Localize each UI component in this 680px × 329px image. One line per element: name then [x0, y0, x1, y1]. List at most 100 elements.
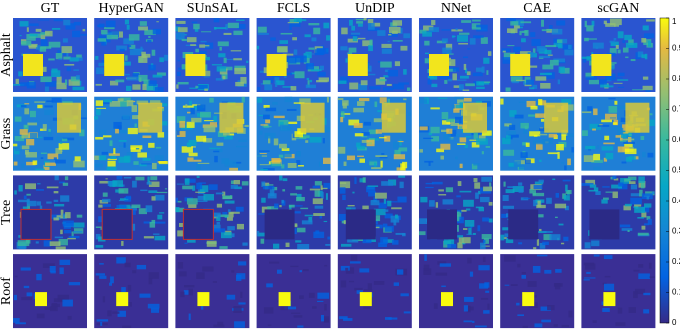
map-texture — [419, 218, 431, 224]
map-texture — [98, 23, 105, 28]
map-texture — [452, 73, 457, 81]
map-texture — [64, 176, 69, 181]
map-texture — [475, 192, 479, 199]
map-texture — [120, 97, 131, 102]
map-texture — [95, 273, 105, 276]
map-texture — [73, 21, 81, 26]
map-texture — [524, 76, 531, 83]
map-texture — [161, 121, 168, 126]
map-texture — [324, 318, 329, 322]
colorbar-tick-label: 0.9 — [672, 44, 680, 53]
map-texture — [321, 191, 324, 199]
map-texture — [324, 264, 328, 267]
map-texture — [427, 75, 434, 79]
map-texture — [100, 322, 103, 326]
map-texture — [623, 205, 631, 211]
map-texture — [281, 199, 284, 204]
map-texture — [65, 212, 71, 219]
map-texture — [372, 215, 381, 222]
map-texture — [621, 161, 627, 164]
map-texture — [425, 182, 434, 185]
map-texture — [605, 113, 617, 120]
map-texture — [603, 255, 613, 260]
map-texture — [480, 37, 488, 44]
map-texture — [543, 234, 552, 241]
map-texture — [51, 214, 62, 219]
map-texture — [265, 119, 271, 124]
map-texture — [341, 27, 348, 35]
map-texture — [480, 196, 490, 203]
map-texture — [479, 283, 489, 289]
map-texture — [175, 32, 185, 40]
map-texture — [37, 104, 43, 109]
map-texture — [192, 104, 201, 106]
map-texture — [604, 135, 610, 141]
map-texture — [96, 319, 109, 322]
map-texture — [94, 155, 100, 160]
map-texture — [476, 24, 488, 32]
map-texture — [352, 36, 358, 42]
map-texture — [536, 46, 546, 52]
map-texture — [295, 240, 302, 243]
map-texture — [76, 54, 82, 58]
map-texture — [317, 300, 324, 303]
map-feature — [508, 209, 539, 240]
map-texture — [188, 288, 193, 296]
map-texture — [513, 160, 521, 167]
map-texture — [518, 164, 525, 170]
map-texture — [549, 25, 553, 30]
map-texture — [380, 160, 383, 168]
map-texture — [227, 22, 239, 29]
map-texture — [260, 168, 268, 171]
map-texture — [375, 78, 386, 85]
map-texture — [176, 207, 185, 213]
map-texture — [483, 186, 493, 192]
map-texture — [595, 191, 601, 196]
map-texture — [584, 242, 591, 249]
map-texture — [340, 46, 348, 51]
map-texture — [51, 303, 58, 307]
map-texture — [236, 223, 245, 230]
map-texture — [641, 225, 646, 230]
map-texture — [141, 51, 146, 59]
map-texture — [628, 181, 636, 185]
map-texture — [314, 190, 320, 197]
map-texture — [13, 161, 18, 166]
map-texture — [291, 312, 301, 314]
map-texture — [43, 136, 54, 141]
map-texture — [66, 51, 69, 57]
map-texture — [128, 206, 137, 211]
map-texture — [476, 81, 485, 86]
map-texture — [436, 148, 445, 153]
map-texture — [122, 114, 130, 120]
map-texture — [419, 126, 428, 131]
map-texture — [36, 273, 42, 281]
map-texture — [539, 100, 547, 106]
map-texture — [624, 178, 631, 182]
map-texture — [58, 238, 68, 246]
map-texture — [109, 80, 119, 86]
map-texture — [32, 160, 38, 165]
map-texture — [225, 24, 228, 30]
map-texture — [74, 156, 81, 162]
map-texture — [257, 26, 267, 33]
map-texture — [615, 322, 626, 326]
map-texture — [299, 98, 311, 105]
map-texture — [528, 114, 539, 117]
map-texture — [472, 72, 483, 77]
map-feature — [591, 54, 612, 76]
map-texture — [64, 79, 68, 86]
map-texture — [213, 115, 217, 123]
map-texture — [605, 191, 613, 193]
map-texture — [48, 58, 55, 61]
map-texture — [382, 87, 394, 91]
map-texture — [359, 158, 365, 163]
map-texture — [596, 145, 600, 149]
map-texture — [13, 143, 18, 147]
map-texture — [44, 86, 49, 92]
map-texture — [520, 21, 532, 24]
map-texture — [113, 121, 122, 129]
map-texture — [520, 152, 528, 158]
map-texture — [440, 143, 451, 150]
map-texture — [387, 40, 390, 43]
